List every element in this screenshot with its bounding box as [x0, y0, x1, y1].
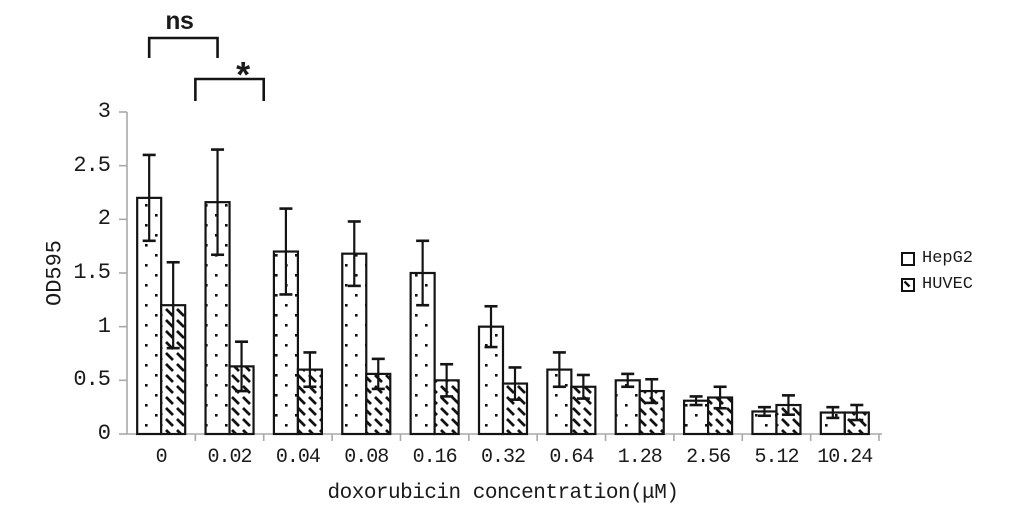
y-tick-label: 0: [97, 421, 111, 446]
x-tick-label: 10.24: [817, 446, 873, 469]
x-tick-label: 0.64: [549, 446, 594, 469]
y-tick-label: 0.5: [73, 367, 111, 393]
annotation-ns-label: ns: [165, 8, 194, 37]
y-tick-label: 2.5: [73, 152, 111, 178]
y-tick-label: 3: [97, 99, 111, 124]
x-tick-label: 1.28: [617, 446, 663, 469]
y-tick-label: 1.5: [73, 260, 111, 285]
huvec-pattern-swatch-icon: [901, 278, 915, 292]
x-tick-label: 0.32: [480, 446, 526, 469]
y-tick-label: 1: [97, 313, 111, 339]
x-tick-label: 5.12: [754, 446, 799, 469]
x-tick-label: 0.16: [412, 446, 458, 469]
x-axis-title: doxorubicin concentration(μM): [327, 482, 679, 505]
x-tick-label: 0.04: [275, 446, 321, 469]
legend-label-huvec: HUVEC: [922, 275, 974, 294]
x-tick-label: 0.08: [344, 446, 389, 469]
legend-label-hepg2: HepG2: [922, 249, 974, 268]
y-tick-label: 2: [97, 206, 111, 232]
x-tick-label: 0: [155, 446, 168, 469]
x-tick-label: 0.02: [207, 446, 253, 469]
x-tick-label: 2.56: [686, 446, 731, 469]
annotation-star-label: *: [232, 58, 254, 99]
legend-item-huvec: HUVEC: [901, 275, 974, 294]
legend-item-hepg2: HepG2: [901, 249, 974, 268]
hepg2-pattern-swatch-icon: [901, 252, 915, 266]
legend: HepG2 HUVEC: [901, 249, 974, 294]
